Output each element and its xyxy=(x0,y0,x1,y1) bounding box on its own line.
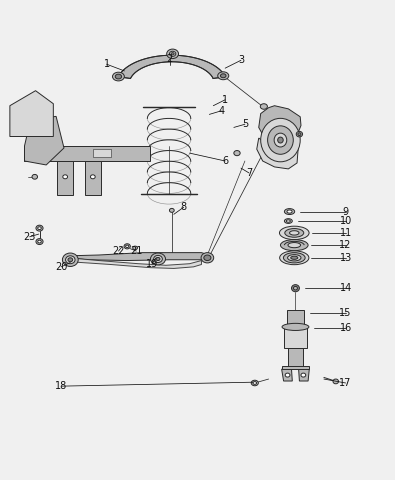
Ellipse shape xyxy=(280,240,308,251)
Ellipse shape xyxy=(124,244,130,249)
Text: 7: 7 xyxy=(246,168,252,178)
Text: 3: 3 xyxy=(238,55,244,65)
Ellipse shape xyxy=(287,210,292,213)
Ellipse shape xyxy=(285,228,304,237)
Ellipse shape xyxy=(171,53,174,55)
Ellipse shape xyxy=(113,72,124,81)
Ellipse shape xyxy=(169,51,176,56)
Ellipse shape xyxy=(36,225,43,231)
Ellipse shape xyxy=(156,257,160,261)
Ellipse shape xyxy=(293,287,297,290)
Ellipse shape xyxy=(63,175,68,179)
Ellipse shape xyxy=(260,104,267,109)
Text: 22: 22 xyxy=(112,246,125,256)
Polygon shape xyxy=(282,369,292,381)
Ellipse shape xyxy=(68,258,73,262)
Ellipse shape xyxy=(126,245,129,248)
Polygon shape xyxy=(259,106,301,142)
Text: 9: 9 xyxy=(342,206,349,216)
Polygon shape xyxy=(24,146,150,161)
Text: 21: 21 xyxy=(130,246,143,256)
Ellipse shape xyxy=(301,373,306,377)
Ellipse shape xyxy=(274,133,287,147)
Ellipse shape xyxy=(38,240,41,243)
Text: 5: 5 xyxy=(242,119,248,129)
Ellipse shape xyxy=(150,253,166,265)
Text: 14: 14 xyxy=(339,283,352,293)
Text: 20: 20 xyxy=(55,262,68,272)
Ellipse shape xyxy=(204,255,211,261)
Ellipse shape xyxy=(38,227,41,229)
Ellipse shape xyxy=(290,231,299,235)
Text: 23: 23 xyxy=(23,232,36,242)
Ellipse shape xyxy=(291,256,298,259)
Text: 18: 18 xyxy=(55,381,68,391)
Ellipse shape xyxy=(288,254,301,261)
Text: 16: 16 xyxy=(339,323,352,333)
Ellipse shape xyxy=(220,74,226,78)
Polygon shape xyxy=(288,348,303,369)
Polygon shape xyxy=(24,116,64,165)
Polygon shape xyxy=(10,91,53,136)
Ellipse shape xyxy=(133,246,137,250)
Polygon shape xyxy=(299,369,309,381)
Ellipse shape xyxy=(292,285,299,292)
Ellipse shape xyxy=(333,379,339,384)
Ellipse shape xyxy=(283,252,305,263)
Text: 4: 4 xyxy=(218,106,224,116)
Ellipse shape xyxy=(62,253,78,266)
Text: 2: 2 xyxy=(167,54,173,64)
Ellipse shape xyxy=(90,175,95,179)
Polygon shape xyxy=(287,310,304,327)
Ellipse shape xyxy=(279,226,309,240)
Polygon shape xyxy=(118,55,226,78)
Ellipse shape xyxy=(296,132,303,137)
Polygon shape xyxy=(257,132,299,169)
Polygon shape xyxy=(69,252,209,261)
Polygon shape xyxy=(93,149,111,157)
Text: 6: 6 xyxy=(222,156,228,166)
Text: 1: 1 xyxy=(222,95,228,105)
Text: 15: 15 xyxy=(339,308,352,318)
Text: 8: 8 xyxy=(181,202,187,212)
Text: 10: 10 xyxy=(339,216,352,226)
Text: 17: 17 xyxy=(339,378,352,388)
Ellipse shape xyxy=(285,373,290,377)
Ellipse shape xyxy=(154,255,162,263)
Ellipse shape xyxy=(284,209,295,215)
Ellipse shape xyxy=(36,239,43,244)
Polygon shape xyxy=(69,258,201,268)
Text: 13: 13 xyxy=(339,253,352,263)
Text: 19: 19 xyxy=(146,259,158,269)
Ellipse shape xyxy=(253,382,257,384)
Ellipse shape xyxy=(282,324,309,330)
Ellipse shape xyxy=(278,137,283,143)
Ellipse shape xyxy=(288,242,301,248)
Ellipse shape xyxy=(261,119,300,162)
Polygon shape xyxy=(57,161,73,194)
Ellipse shape xyxy=(268,126,293,154)
Text: 11: 11 xyxy=(339,228,352,238)
Ellipse shape xyxy=(234,151,240,156)
Ellipse shape xyxy=(298,133,301,135)
Ellipse shape xyxy=(66,256,75,264)
Ellipse shape xyxy=(280,251,309,264)
Ellipse shape xyxy=(32,174,38,179)
Text: 1: 1 xyxy=(103,59,110,69)
Polygon shape xyxy=(282,366,309,369)
Ellipse shape xyxy=(251,380,258,386)
Ellipse shape xyxy=(169,208,174,212)
Ellipse shape xyxy=(284,219,292,223)
Polygon shape xyxy=(85,161,101,194)
Text: 12: 12 xyxy=(339,240,352,250)
Ellipse shape xyxy=(218,72,229,80)
Polygon shape xyxy=(284,327,307,348)
Ellipse shape xyxy=(286,220,290,222)
Ellipse shape xyxy=(201,252,214,263)
Ellipse shape xyxy=(115,74,122,79)
Ellipse shape xyxy=(167,49,179,59)
